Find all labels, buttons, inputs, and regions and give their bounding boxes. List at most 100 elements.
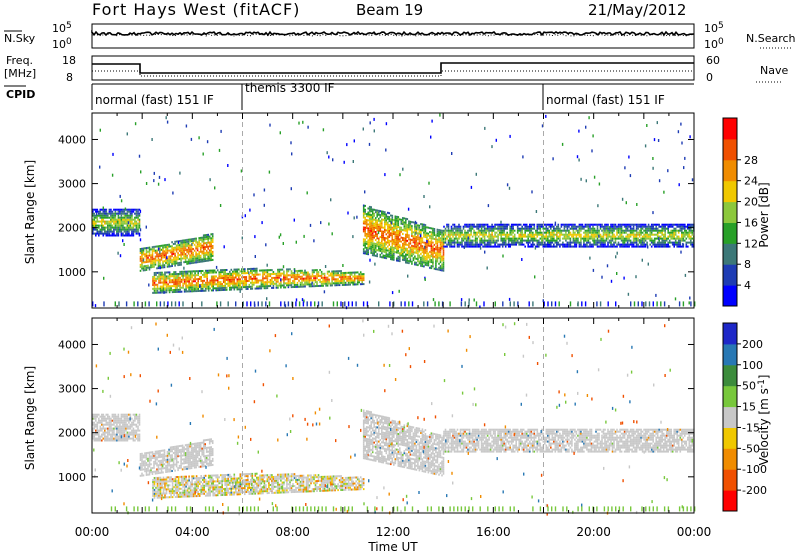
data-cell	[649, 239, 651, 242]
data-cell	[378, 247, 380, 250]
data-cell	[676, 225, 678, 228]
data-cell	[263, 273, 266, 276]
data-cell	[497, 239, 499, 242]
data-cell	[135, 220, 138, 223]
data-cell	[241, 268, 243, 271]
data-cell	[280, 268, 282, 271]
data-cell	[503, 223, 505, 226]
data-cell	[213, 275, 216, 278]
data-cell	[142, 257, 145, 260]
data-cell	[105, 427, 108, 430]
data-cell	[541, 235, 543, 238]
data-cell	[224, 273, 226, 275]
data-cell	[553, 227, 555, 230]
data-cell	[284, 274, 287, 277]
data-cell	[435, 240, 437, 243]
data-cell	[141, 247, 143, 250]
data-cell	[500, 223, 502, 226]
data-cell	[403, 221, 406, 224]
data-cell	[433, 247, 436, 250]
data-cell	[691, 233, 694, 236]
data-cell	[186, 280, 189, 283]
data-cell	[344, 273, 347, 276]
data-cell	[414, 257, 416, 260]
scatter-cell	[491, 145, 493, 149]
data-cell	[201, 283, 204, 286]
data-cell	[578, 235, 581, 238]
data-cell	[275, 276, 278, 279]
data-cell	[326, 272, 329, 275]
near-range-cell	[317, 301, 320, 307]
data-cell	[113, 208, 115, 211]
data-cell	[190, 254, 193, 257]
data-cell	[236, 270, 239, 273]
data-cell	[175, 256, 178, 259]
data-cell	[381, 246, 383, 249]
data-cell	[583, 231, 585, 234]
data-cell	[581, 223, 584, 226]
data-cell	[539, 233, 542, 236]
data-cell	[632, 231, 635, 234]
data-cell	[494, 223, 496, 226]
data-cell	[402, 250, 404, 253]
data-cell	[367, 223, 369, 226]
data-cell	[138, 224, 141, 227]
data-cell	[128, 232, 130, 235]
data-cell	[427, 252, 430, 255]
near-range-cell	[261, 301, 263, 307]
data-cell	[162, 260, 164, 263]
data-cell	[169, 249, 172, 252]
data-cell	[452, 235, 454, 238]
data-cell	[673, 237, 675, 240]
data-cell	[382, 226, 385, 229]
near-range-cell	[596, 301, 598, 307]
data-cell	[174, 254, 176, 257]
data-cell	[134, 212, 136, 215]
data-cell	[583, 241, 585, 244]
data-cell	[192, 248, 194, 250]
data-cell	[598, 229, 600, 232]
data-cell	[399, 258, 401, 261]
data-cell	[350, 281, 353, 284]
data-cell	[352, 281, 354, 284]
data-cell	[195, 278, 198, 281]
data-cell	[634, 239, 636, 242]
data-cell	[628, 229, 630, 232]
data-cell	[96, 439, 99, 442]
data-cell	[376, 221, 378, 224]
data-cell	[489, 241, 492, 244]
data-cell	[150, 256, 152, 259]
data-cell	[281, 272, 284, 275]
data-cell	[362, 242, 365, 245]
data-cell	[370, 220, 372, 223]
data-cell	[381, 220, 383, 223]
data-cell	[119, 208, 121, 211]
data-cell	[107, 439, 109, 442]
data-cell	[207, 245, 209, 248]
data-cell	[229, 272, 231, 275]
data-cell	[503, 229, 505, 232]
data-cell	[379, 249, 382, 252]
data-cell	[509, 225, 511, 228]
data-cell	[406, 261, 409, 264]
data-cell	[292, 276, 294, 279]
data-cell	[665, 223, 668, 226]
scatter-cell	[139, 238, 142, 242]
data-cell	[459, 231, 462, 234]
data-cell	[259, 273, 261, 276]
data-cell	[145, 266, 148, 269]
data-cell	[477, 225, 480, 228]
data-cell	[187, 258, 190, 261]
data-cell	[560, 225, 563, 228]
data-cell	[418, 248, 421, 251]
data-cell	[551, 229, 554, 232]
data-cell	[652, 233, 654, 236]
data-cell	[442, 251, 445, 254]
data-cell	[614, 225, 617, 228]
data-cell	[221, 277, 223, 280]
data-cell	[277, 278, 279, 281]
data-cell	[378, 217, 380, 220]
data-cell	[418, 228, 421, 231]
data-cell	[171, 255, 173, 258]
data-cell	[632, 243, 635, 246]
